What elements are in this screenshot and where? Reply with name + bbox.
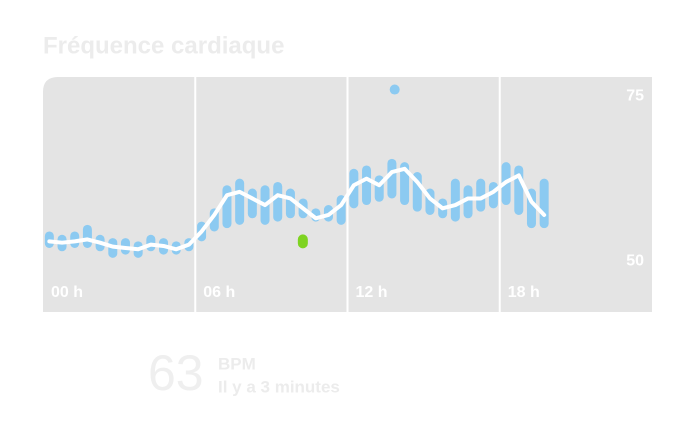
x-tick-label: 06 h [203,284,235,301]
range-bar [235,178,245,225]
range-bar [247,188,257,219]
outlier-dot [389,84,400,95]
range-bar [82,224,92,248]
range-bar [514,165,524,215]
average-line [47,166,547,252]
range-bar [273,181,283,222]
y-tick-label: 75 [626,87,644,104]
range-bar [387,158,397,199]
y-tick-label: 50 [626,252,644,269]
x-tick-label: 18 h [508,284,540,301]
range-bar [362,165,372,206]
x-tick-label: 00 h [51,284,83,301]
range-bar [463,185,473,219]
highlight-point [297,234,308,249]
current-unit: BPM [218,354,256,373]
current-time: Il y a 3 minutes [218,377,340,396]
range-bar [450,178,460,222]
range-bar [476,178,486,212]
chart-title: Fréquence cardiaque [43,32,284,59]
x-tick-label: 12 h [356,284,388,301]
current-value: 63 [148,345,204,401]
range-bar [222,185,232,229]
range-bar [539,178,549,229]
